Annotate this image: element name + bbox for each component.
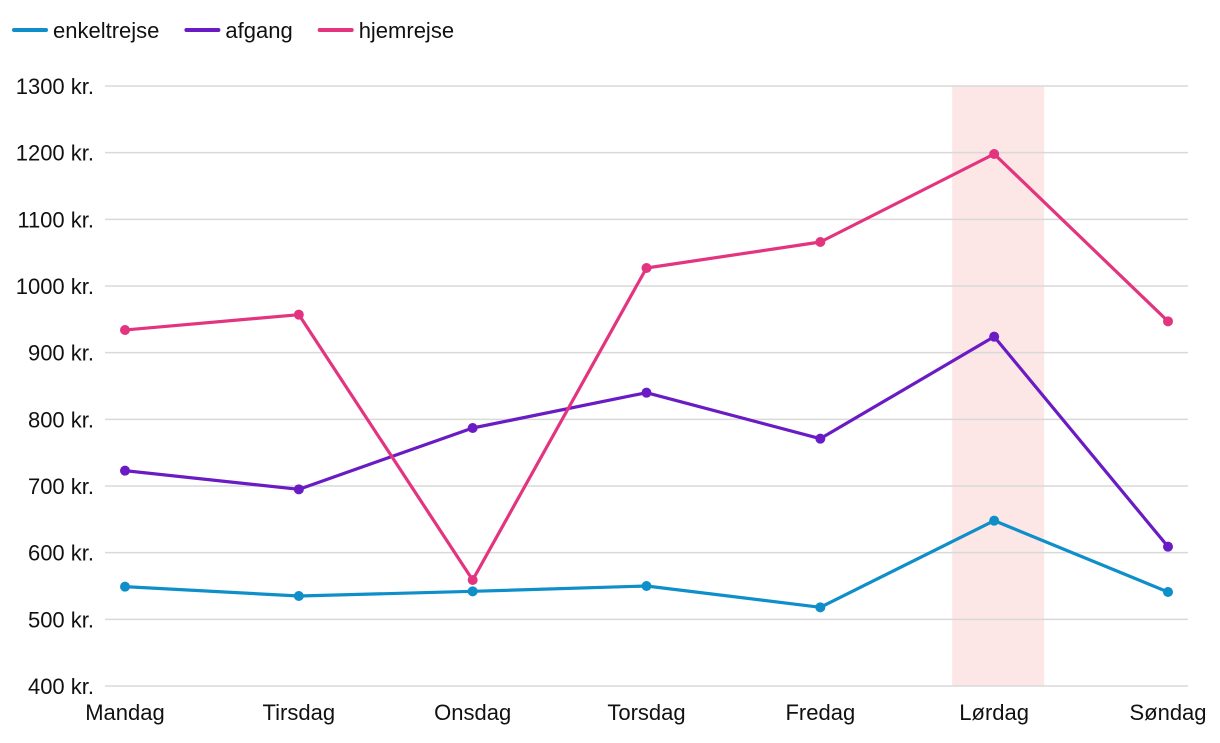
series-afgang <box>120 331 1173 552</box>
series-lines <box>120 149 1173 613</box>
legend: enkeltrejse afgang hjemrejse <box>12 18 454 43</box>
y-tick-label: 1100 kr. <box>17 207 94 232</box>
x-tick-label: Lørdag <box>959 700 1029 725</box>
x-tick-label: Søndag <box>1129 700 1206 725</box>
data-point-afgang <box>815 433 826 444</box>
y-tick-label: 1200 kr. <box>16 141 94 166</box>
data-point-hjemrejse <box>293 309 304 320</box>
series-hjemrejse <box>120 149 1173 585</box>
legend-item-hjemrejse: hjemrejse <box>317 18 454 43</box>
y-tick-label: 900 kr. <box>28 341 94 366</box>
data-point-enkeltrejse <box>815 602 826 613</box>
data-point-afgang <box>1163 541 1173 552</box>
highlight-layer <box>952 86 1045 686</box>
x-tick-label: Tirsdag <box>263 700 336 725</box>
legend-label: enkeltrejse <box>53 18 159 43</box>
data-point-hjemrejse <box>1163 316 1173 327</box>
data-point-enkeltrejse <box>989 515 1000 526</box>
data-point-hjemrejse <box>641 263 652 273</box>
y-tick-label: 500 kr. <box>28 607 94 632</box>
data-point-hjemrejse <box>467 575 478 585</box>
data-point-hjemrejse <box>815 237 826 247</box>
data-point-afgang <box>989 331 1000 342</box>
legend-label: hjemrejse <box>359 18 454 43</box>
data-point-afgang <box>120 465 130 476</box>
data-point-hjemrejse <box>989 149 1000 159</box>
y-tick-label: 700 kr. <box>28 474 94 499</box>
legend-item-enkeltrejse: enkeltrejse <box>12 18 159 43</box>
series-enkeltrejse <box>120 515 1173 613</box>
data-point-afgang <box>293 484 304 495</box>
x-tick-label: Fredag <box>785 700 855 725</box>
x-tick-label: Onsdag <box>434 700 511 725</box>
data-point-enkeltrejse <box>120 581 130 592</box>
highlight-band-lordag <box>952 86 1045 686</box>
data-point-hjemrejse <box>120 325 130 335</box>
x-tick-label: Mandag <box>85 700 165 725</box>
gridlines <box>105 85 1188 687</box>
data-point-afgang <box>641 387 652 398</box>
data-point-enkeltrejse <box>1163 587 1173 597</box>
y-tick-label: 1000 kr. <box>16 274 94 299</box>
x-axis-tick-labels: Mandag Tirsdag Onsdag Torsdag Fredag Lørdag Sø… <box>85 700 1206 725</box>
y-tick-label: 1300 kr. <box>16 74 94 99</box>
y-tick-label: 600 kr. <box>28 541 94 566</box>
y-tick-label: 800 kr. <box>28 407 94 432</box>
legend-item-afgang: afgang <box>184 18 293 43</box>
x-tick-label: Torsdag <box>607 700 685 725</box>
data-point-enkeltrejse <box>293 591 304 601</box>
data-point-enkeltrejse <box>641 581 652 591</box>
legend-label: afgang <box>225 18 292 43</box>
y-axis-tick-labels: 1300 kr. 1200 kr. 1100 kr. 1000 kr. 900 kr. 8… <box>16 74 94 699</box>
data-point-enkeltrejse <box>467 586 478 597</box>
data-point-afgang <box>467 423 478 433</box>
y-tick-label: 400 kr. <box>28 674 94 699</box>
